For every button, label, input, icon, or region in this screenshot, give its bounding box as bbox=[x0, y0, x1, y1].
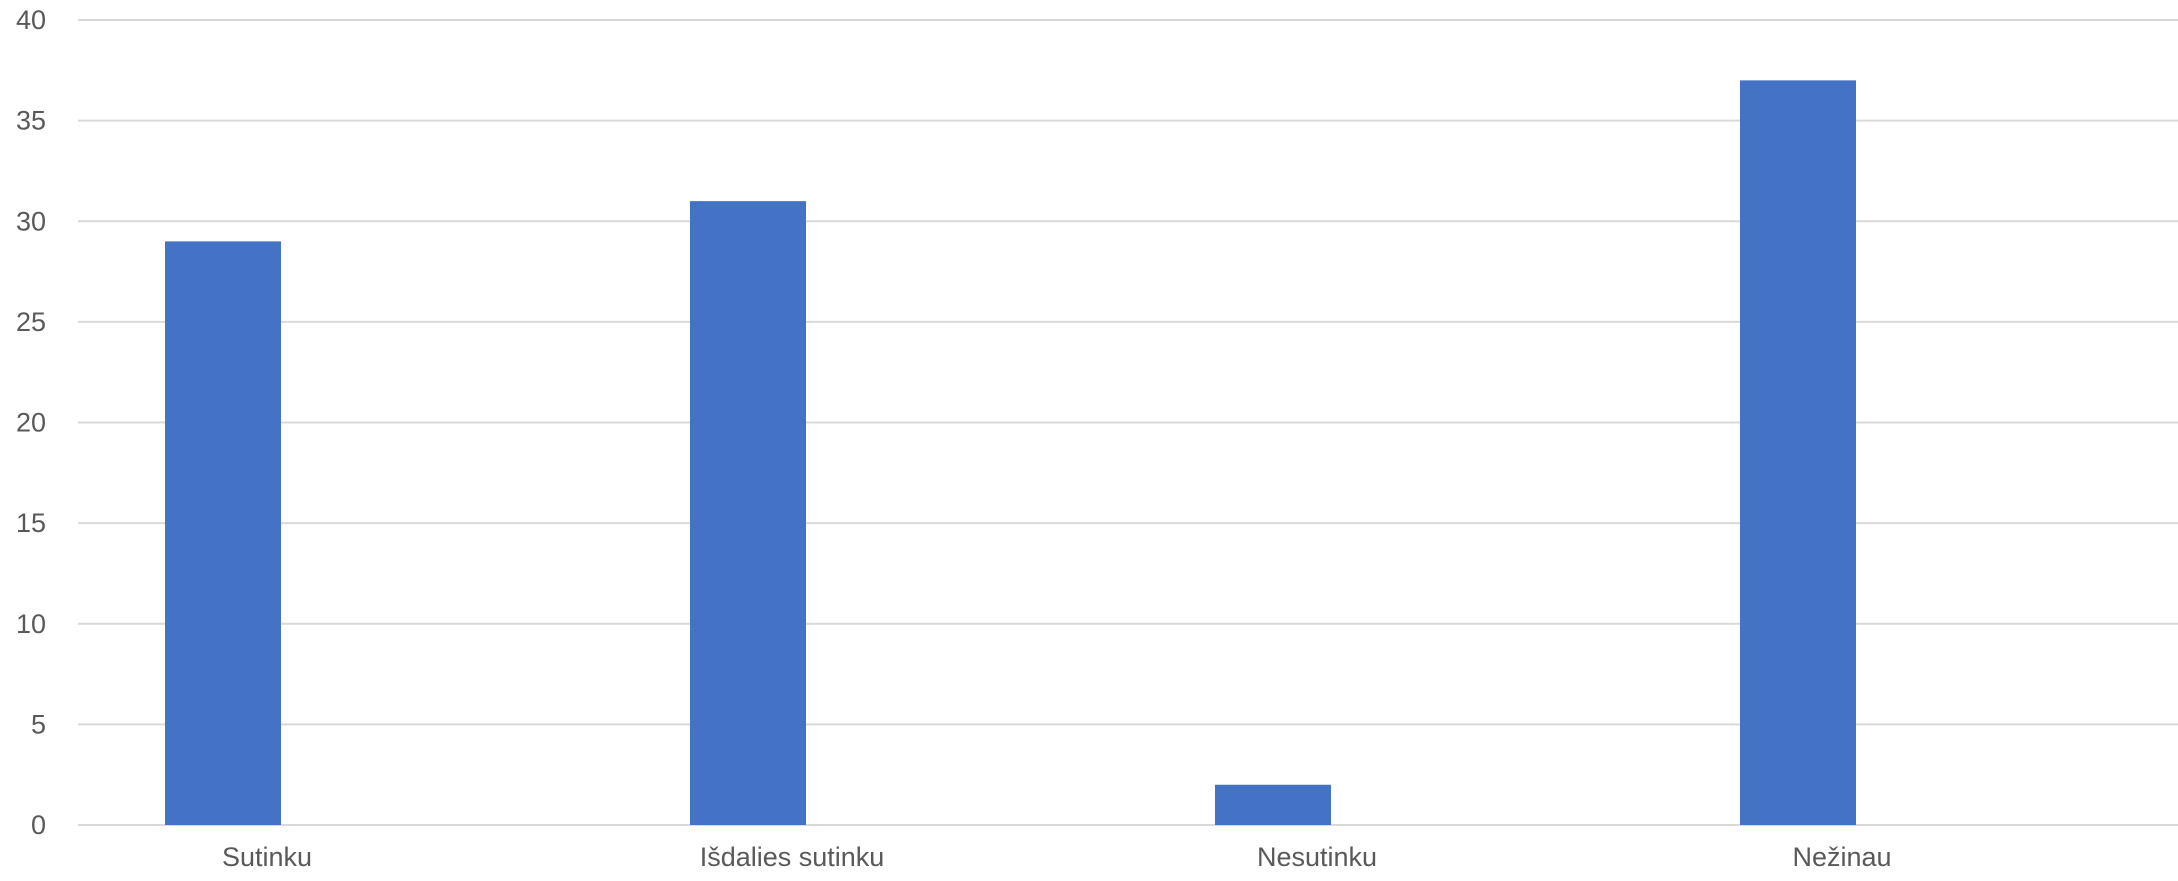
bar-0 bbox=[165, 241, 281, 825]
bar-3 bbox=[1740, 80, 1856, 825]
y-tick-label-15: 15 bbox=[16, 508, 46, 538]
gridlines bbox=[78, 19, 2178, 826]
bar-2 bbox=[1215, 784, 1331, 825]
y-tick-label-5: 5 bbox=[31, 709, 46, 739]
y-tick-label-40: 40 bbox=[16, 5, 46, 35]
x-category-label-3: Nežinau bbox=[1792, 842, 1891, 872]
y-tick-label-10: 10 bbox=[16, 609, 46, 639]
y-axis-tick-labels: 0 5 10 15 20 25 30 35 40 bbox=[16, 5, 46, 840]
y-tick-label-0: 0 bbox=[31, 810, 46, 840]
x-axis-category-labels: Sutinku Išdalies sutinku Nesutinku Nežinau bbox=[222, 842, 1892, 872]
x-category-label-0: Sutinku bbox=[222, 842, 312, 872]
bar-1 bbox=[690, 201, 806, 825]
x-category-label-1: Išdalies sutinku bbox=[700, 842, 885, 872]
y-tick-label-25: 25 bbox=[16, 307, 46, 337]
y-tick-label-20: 20 bbox=[16, 408, 46, 438]
x-category-label-2: Nesutinku bbox=[1257, 842, 1377, 872]
y-tick-label-30: 30 bbox=[16, 206, 46, 236]
bars bbox=[165, 80, 1856, 825]
y-tick-label-35: 35 bbox=[16, 106, 46, 136]
